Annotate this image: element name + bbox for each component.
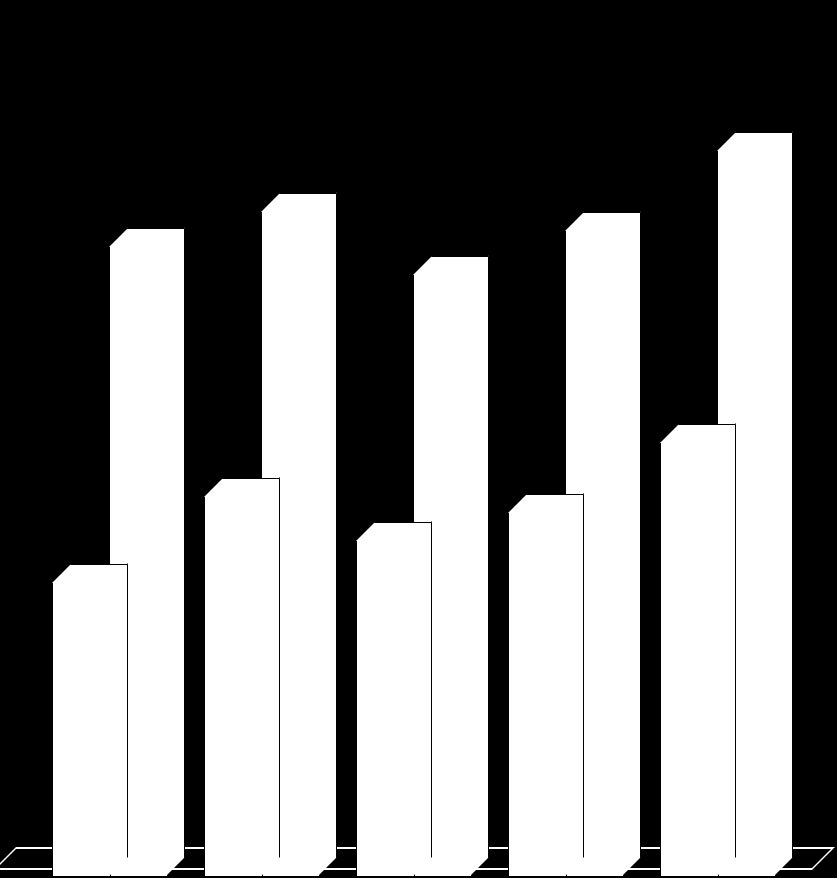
bar-chart [0,0,837,878]
bar-1-0 [204,478,279,876]
bar-2-0 [356,522,431,876]
bar-4-0 [660,424,735,876]
bar-3-0 [508,494,583,876]
bar-0-0 [52,564,127,876]
